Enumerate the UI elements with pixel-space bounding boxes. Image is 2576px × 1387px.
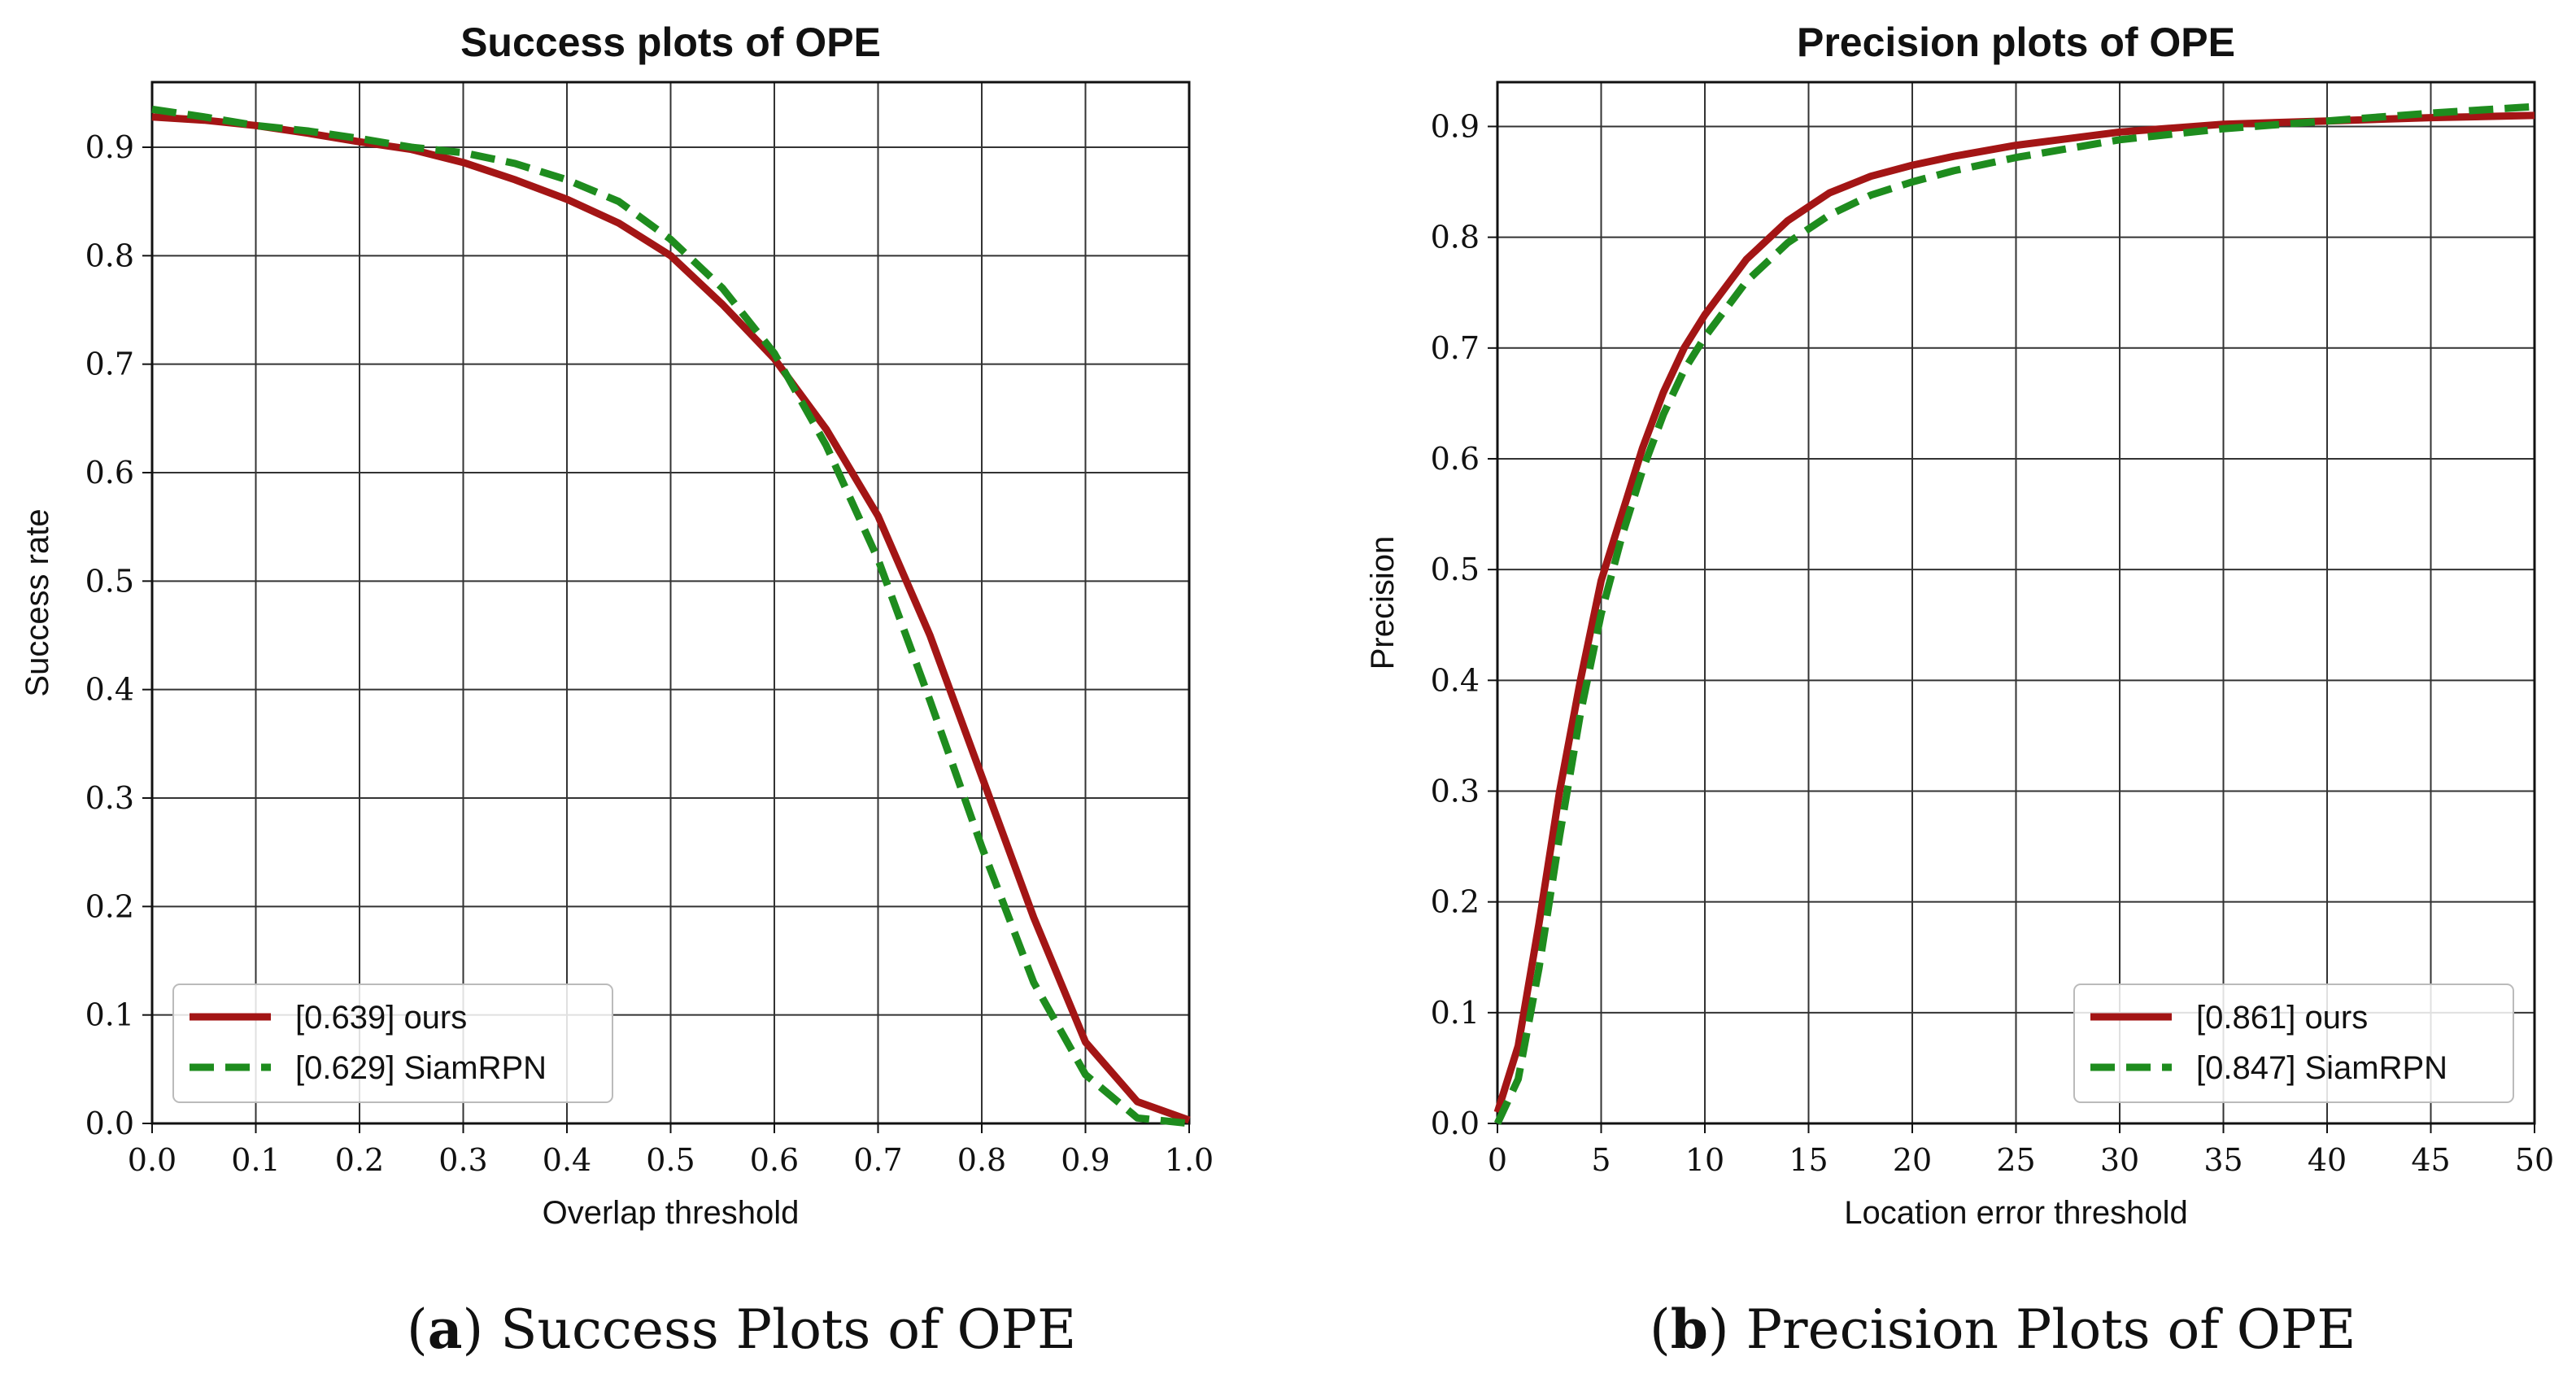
- caption-b-text: Precision Plots of OPE: [1746, 1298, 2356, 1361]
- plot-frame: [1496, 81, 2536, 1125]
- series-line-siamrpn: [1493, 102, 2535, 1125]
- chart-success-plots: 0.0 0.1 0.2 0.3 0.4 0.5 0.6 0.7 0.8 0.9 1.0 0.0 0.1 0…: [20, 20, 1214, 1231]
- x-tick-label: 30: [2100, 1142, 2139, 1178]
- plot-frame: [150, 81, 1191, 1125]
- x-tick-label: 35: [2203, 1142, 2243, 1178]
- series-line-ours: [1493, 111, 2535, 1114]
- y-tick-label: 0.0: [85, 1106, 134, 1141]
- x-tick-label: 40: [2308, 1142, 2347, 1178]
- x-axis-label: Location error threshold: [1844, 1195, 2187, 1231]
- chart-title: Precision plots of OPE: [1797, 20, 2235, 65]
- x-tick-label: 0.2: [335, 1142, 384, 1178]
- x-tick-label: 0: [1488, 1142, 1507, 1178]
- y-tick-label: 0.7: [1431, 330, 1480, 366]
- y-tick-label: 0.6: [85, 455, 134, 491]
- x-tick-label: 0.4: [543, 1142, 591, 1178]
- y-axis-label: Precision: [1365, 536, 1401, 670]
- y-tick-label: 0.7: [85, 347, 134, 382]
- y-tick-label: 0.3: [1431, 773, 1480, 809]
- series-line-siamrpn: [151, 105, 1190, 1127]
- x-tick-label: 0.3: [438, 1142, 487, 1178]
- legend-label: [0.639] ours: [295, 1000, 467, 1036]
- y-tick-label: 0.6: [1431, 441, 1480, 477]
- caption-a-text: Success Plots of OPE: [500, 1298, 1077, 1361]
- legend-label: [0.847] SiamRPN: [2196, 1050, 2447, 1086]
- x-tick-label: 0.7: [853, 1142, 902, 1178]
- caption-a-label: a: [427, 1298, 463, 1361]
- x-tick-label: 0.1: [231, 1142, 280, 1178]
- y-tick-label: 0.5: [85, 563, 134, 599]
- y-tick-label: 0.1: [1431, 995, 1480, 1031]
- y-axis-label: Success rate: [20, 508, 55, 696]
- y-tick-label: 0.4: [1431, 662, 1480, 698]
- y-tick-label: 0.5: [1431, 552, 1480, 587]
- x-axis-label: Overlap threshold: [543, 1195, 800, 1231]
- y-tick-label: 0.8: [85, 238, 134, 273]
- x-tick-label: 1.0: [1165, 1142, 1214, 1178]
- legend-label: [0.629] SiamRPN: [295, 1050, 547, 1086]
- y-tick-label: 0.3: [85, 780, 134, 816]
- legend-label: [0.861] ours: [2196, 1000, 2368, 1036]
- x-tick-label: 0.5: [646, 1142, 695, 1178]
- caption-b-label: b: [1670, 1298, 1708, 1361]
- y-tick-label: 0.2: [85, 888, 134, 924]
- x-tick-label: 5: [1591, 1142, 1611, 1178]
- legend-box: [172, 984, 613, 1103]
- y-tick-label: 0.4: [85, 672, 134, 708]
- x-tick-label: 20: [1893, 1142, 1932, 1178]
- caption-b: (b) Precision Plots of OPE: [1650, 1298, 2356, 1361]
- y-tick-label: 0.1: [85, 997, 134, 1033]
- x-tick-label: 45: [2411, 1142, 2450, 1178]
- x-tick-label: 50: [2515, 1142, 2554, 1178]
- x-tick-label: 0.0: [128, 1142, 177, 1178]
- y-tick-label: 0.8: [1431, 220, 1480, 255]
- x-tick-label: 15: [1789, 1142, 1828, 1178]
- y-tick-label: 0.9: [1431, 108, 1480, 144]
- y-tick-label: 0.9: [85, 129, 134, 165]
- chart-title: Success plots of OPE: [460, 20, 881, 65]
- x-tick-label: 0.6: [750, 1142, 799, 1178]
- caption-a: (a) Success Plots of OPE: [407, 1298, 1077, 1361]
- y-tick-label: 0.0: [1431, 1106, 1480, 1141]
- chart-precision-plots: 0 5 10 15 20 25 30 35 40 45 50 0.0 0.1 0.2 0.3 0.4 0.5 0.…: [1365, 20, 2554, 1231]
- x-tick-label: 10: [1685, 1142, 1724, 1178]
- y-tick-label: 0.2: [1431, 884, 1480, 920]
- x-tick-label: 0.8: [957, 1142, 1006, 1178]
- legend-box: [2073, 984, 2514, 1103]
- x-tick-label: 25: [1996, 1142, 2035, 1178]
- x-tick-label: 0.9: [1061, 1142, 1109, 1178]
- series-line-ours: [151, 113, 1191, 1124]
